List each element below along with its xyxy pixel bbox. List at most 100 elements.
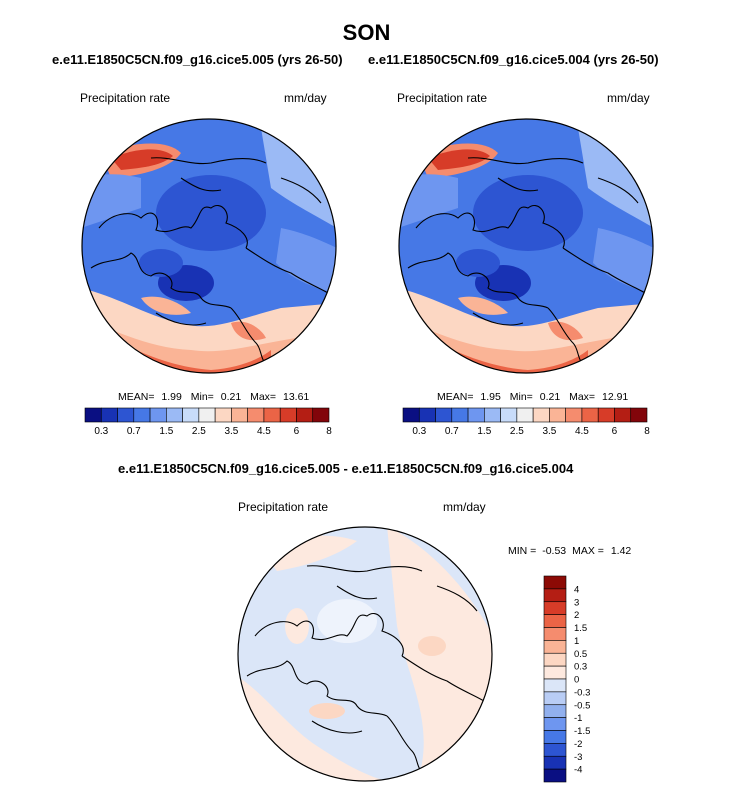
- colorbar-swatch: [182, 407, 200, 423]
- colorbar-swatch: [543, 665, 567, 680]
- mean-label: MEAN=: [437, 391, 474, 403]
- colorbar-swatch: [549, 407, 566, 423]
- colorbar-swatch: [543, 691, 567, 706]
- difference-title: e.e11.E1850C5CN.f09_g16.cice5.005 - e.e1…: [118, 461, 574, 476]
- colorbar-swatch: [231, 407, 248, 423]
- colorbar-swatch: [543, 614, 567, 628]
- colorbar-swatch: [402, 407, 420, 423]
- colorbar-tick-label: -4: [574, 765, 582, 776]
- min-value: 0.21: [539, 391, 561, 403]
- colorbar-swatch: [198, 407, 216, 423]
- colorbar-tick-label: 0.5: [574, 649, 587, 660]
- colorbar-swatch: [614, 407, 632, 423]
- min-value: 0.21: [220, 391, 242, 403]
- colorbar-swatch: [565, 407, 583, 423]
- colorbar-swatch: [418, 407, 436, 423]
- case-b-title: e.e11.E1850C5CN.f09_g16.cice5.004 (yrs 2…: [368, 52, 659, 67]
- colorbar-swatch: [543, 768, 567, 783]
- colorbar-swatch: [543, 575, 567, 590]
- colorbar-swatch: [630, 407, 648, 423]
- colorbar-tick-label: 6: [612, 426, 618, 437]
- colorbar-swatch: [500, 407, 518, 423]
- colorbar-tick-label: 0.7: [445, 426, 459, 437]
- colorbar-tick-label: 0.7: [127, 426, 141, 437]
- max-label: Max=: [569, 391, 596, 403]
- colorbar-tick-label: -2: [574, 739, 582, 750]
- min-label: Min=: [190, 391, 214, 403]
- max-value: 12.91: [601, 391, 629, 403]
- panel-a-units: mm/day: [284, 91, 327, 105]
- colorbar-swatch: [543, 704, 567, 718]
- precip-difference-map: [237, 526, 493, 782]
- min-label: Min=: [509, 391, 533, 403]
- panel-a-variable: Precipitation rate: [80, 91, 171, 105]
- colorbar-tick-label: -1.5: [574, 726, 590, 737]
- colorbar-tick-label: -0.3: [574, 687, 590, 698]
- case-a-title: e.e11.E1850C5CN.f09_g16.cice5.005 (yrs 2…: [52, 52, 343, 67]
- panel-c-stats: MIN = -0.53 MAX = 1.42: [508, 545, 631, 557]
- colorbar-swatch: [532, 407, 550, 423]
- colorbar-swatch: [279, 407, 297, 423]
- colorbar-tick-label: 8: [644, 426, 650, 437]
- colorbar-tick-label: -3: [574, 752, 582, 763]
- colorbar-tick-label: 2.5: [192, 426, 206, 437]
- colorbar-swatch: [543, 627, 567, 641]
- colorbar-swatch: [484, 407, 501, 423]
- colorbar-swatch: [166, 407, 183, 423]
- colorbar-swatch: [543, 652, 567, 667]
- panel-b-units: mm/day: [607, 91, 650, 105]
- colorbar-swatch: [84, 407, 102, 423]
- panel-c-units: mm/day: [443, 500, 486, 514]
- max-label: MAX =: [572, 545, 604, 557]
- colorbar-tick-label: 0: [574, 675, 579, 686]
- panel-c-variable: Precipitation rate: [238, 500, 329, 514]
- colorbar-swatch: [296, 407, 314, 423]
- colorbar-tick-label: 3.5: [542, 426, 556, 437]
- colorbar-swatch: [543, 588, 567, 603]
- colorbar-tick-label: 1.5: [574, 623, 587, 634]
- colorbar-swatch: [581, 407, 599, 423]
- colorbar-swatch: [312, 407, 330, 423]
- colorbar-case-a: 0.3 0.7 1.5 2.5 3.5 4.5 6 8: [84, 407, 332, 437]
- colorbar-tick-label: 0.3: [574, 662, 587, 673]
- min-value: -0.53: [542, 545, 567, 557]
- colorbar-swatch: [117, 407, 135, 423]
- mean-label: MEAN=: [118, 391, 155, 403]
- colorbar-tick-label: 8: [326, 426, 332, 437]
- colorbar-swatch: [597, 407, 615, 423]
- min-label: MIN =: [508, 545, 537, 557]
- colorbar-tick-label: 1: [574, 636, 579, 647]
- colorbar-tick-label: 3.5: [224, 426, 238, 437]
- precip-map-case-b: [398, 118, 654, 374]
- colorbar-tick-label: -1: [574, 713, 582, 724]
- colorbar-swatch: [516, 407, 534, 423]
- colorbar-swatch: [247, 407, 265, 423]
- max-label: Max=: [250, 391, 277, 403]
- panel-b-stats: MEAN= 1.95 Min= 0.21 Max= 12.91: [437, 391, 628, 403]
- colorbar-swatch: [451, 407, 469, 423]
- colorbar-tick-label: 3: [574, 597, 579, 608]
- colorbar-swatch: [149, 407, 167, 423]
- colorbar-case-b: 0.3 0.7 1.5 2.5 3.5 4.5 6 8: [402, 407, 650, 437]
- colorbar-tick-label: 1.5: [477, 426, 491, 437]
- mean-value: 1.95: [480, 391, 501, 403]
- colorbar-swatch: [214, 407, 232, 423]
- colorbar-tick-label: 0.3: [412, 426, 426, 437]
- max-value: 13.61: [282, 391, 310, 403]
- colorbar-tick-label: 4.5: [575, 426, 589, 437]
- colorbar-tick-label: 2: [574, 610, 579, 621]
- max-value: 1.42: [610, 545, 632, 557]
- colorbar-tick-label: -0.5: [574, 700, 590, 711]
- colorbar-tick-label: 4.5: [257, 426, 271, 437]
- colorbar-swatch: [435, 407, 453, 423]
- colorbar-swatch: [133, 407, 151, 423]
- colorbar-tick-label: 2.5: [510, 426, 524, 437]
- mean-value: 1.99: [161, 391, 182, 403]
- panel-b-variable: Precipitation rate: [397, 91, 488, 105]
- colorbar-tick-label: 6: [294, 426, 300, 437]
- colorbar-swatch: [543, 717, 567, 731]
- colorbar-swatch: [467, 407, 485, 423]
- colorbar-swatch: [543, 755, 567, 770]
- figure-title: SON: [342, 20, 391, 45]
- colorbar-swatch: [100, 407, 118, 423]
